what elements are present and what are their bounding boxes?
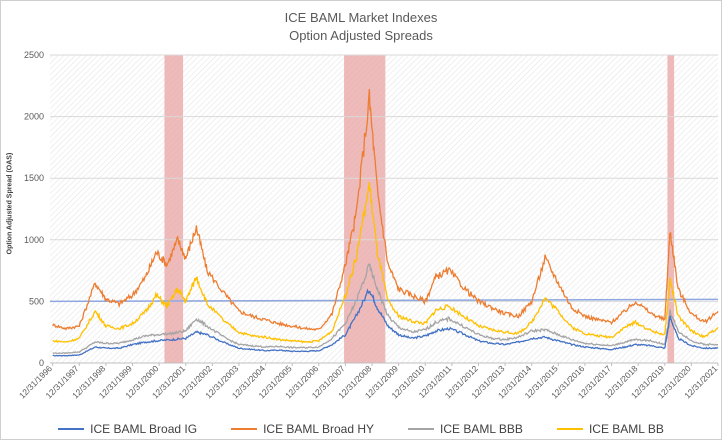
legend-swatch [408,428,435,430]
y-tick-label: 1500 [24,173,44,183]
chart-legend: ICE BAML Broad IG ICE BAML Broad HY ICE BA… [0,420,722,438]
legend-swatch [556,428,583,430]
series-line-ice-baml-bb [52,181,719,344]
y-tick-label: 0 [39,358,44,368]
chart-subtitle: Option Adjusted Spreads [289,28,433,43]
recession-band [164,55,184,363]
series-line-ice-baml-broad-ig [52,288,719,357]
legend-swatch [231,428,258,430]
legend-label: ICE BAML BB [588,422,664,436]
series-line-ice-baml-broad-hy [52,88,719,332]
legend-item: ICE BAML Broad HY [231,422,374,436]
legend-item: ICE BAML BB [556,422,664,436]
legend-item: ICE BAML BBB [408,422,523,436]
y-tick-label: 500 [29,296,44,306]
legend-swatch [58,428,85,430]
recession-band [667,55,675,363]
y-tick-label: 2500 [24,50,44,60]
legend-label: ICE BAML Broad HY [263,422,375,436]
legend-item: ICE BAML Broad IG [58,422,197,436]
chart-title: ICE BAML Market Indexes [284,10,438,25]
legend-label: ICE BAML Broad IG [90,422,198,436]
y-tick-label: 1000 [24,235,44,245]
y-tick-label: 2000 [24,112,44,122]
series-line-ice-baml-bbb [52,263,719,355]
legend-label: ICE BAML BBB [440,422,523,436]
